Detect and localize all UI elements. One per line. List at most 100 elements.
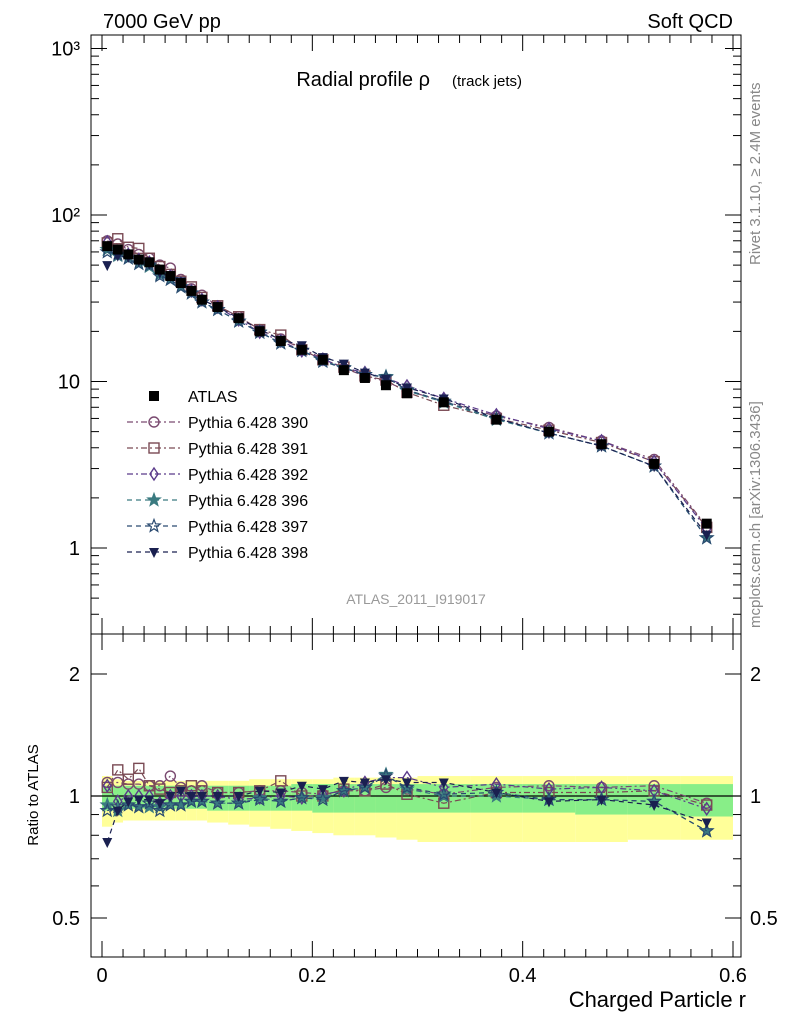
ratio-ytick-label-left: 2 <box>69 664 80 686</box>
mc-point <box>102 261 113 272</box>
legend-label: Pythia 6.428 390 <box>188 415 308 432</box>
ratio-series-line <box>106 777 707 810</box>
ratio-point <box>701 801 712 817</box>
ratio-point <box>275 775 287 787</box>
ratio-point <box>317 785 328 796</box>
legend-label: Pythia 6.428 398 <box>188 545 308 562</box>
main-ytick-label: 10 <box>58 372 80 394</box>
data-point <box>112 244 123 255</box>
data-point <box>296 344 307 355</box>
mc-point <box>380 374 391 385</box>
legend-marker <box>149 391 159 401</box>
data-point <box>233 313 244 324</box>
ratio-point <box>144 795 155 806</box>
side-text-top-group: Rivet 3.1.10, ≥ 2.4M events <box>747 83 764 266</box>
ratio-point <box>186 792 197 802</box>
legend-label: ATLAS <box>188 389 238 406</box>
ratio-point <box>251 791 268 807</box>
ratio-point <box>543 780 555 792</box>
ratio-point <box>701 799 713 811</box>
data-point <box>275 336 286 347</box>
data-point <box>317 354 328 365</box>
side-text-top: Rivet 3.1.10, ≥ 2.4M events <box>747 83 764 266</box>
ratio-point <box>438 778 449 789</box>
data-point <box>438 397 449 408</box>
ratio-point <box>154 799 165 810</box>
ratio-point <box>491 788 502 799</box>
data-point <box>102 241 113 252</box>
legend-label: Pythia 6.428 397 <box>188 519 308 536</box>
ratio-point <box>196 792 207 802</box>
ratio-series-line <box>106 767 707 806</box>
header-left: 7000 GeV pp <box>103 11 221 33</box>
legend-marker <box>149 466 159 482</box>
data-point <box>254 326 265 337</box>
ratio-y-axis-label: Ratio to ATLAS <box>25 744 42 845</box>
data-point <box>123 249 134 260</box>
ratio-ytick-label-left: 1 <box>69 786 80 808</box>
ratio-point <box>152 802 168 818</box>
legend-label: Pythia 6.428 396 <box>188 493 308 510</box>
data-point <box>543 426 554 437</box>
ratio-point <box>401 778 412 789</box>
ratio-point <box>99 802 116 818</box>
ratio-xtick-label: 0.6 <box>719 965 747 987</box>
legend-label: Pythia 6.428 392 <box>188 467 308 484</box>
ratio-point <box>357 779 373 795</box>
ratio-point <box>133 795 144 806</box>
ratio-point <box>254 786 265 797</box>
main-series-line <box>106 241 708 530</box>
data-point <box>701 518 712 529</box>
ratio-xtick-label: 0.4 <box>509 965 537 987</box>
chart-title: Radial profile ρ <box>296 69 430 91</box>
ratio-point <box>698 822 715 838</box>
data-point <box>196 294 207 305</box>
legend-marker <box>149 548 159 558</box>
ratio-point <box>112 764 124 776</box>
ratio-point <box>123 797 134 808</box>
data-point <box>649 458 660 469</box>
ratio-point <box>251 789 268 805</box>
ratio-ytick-label-left: 0.5 <box>52 908 80 930</box>
ratio-point <box>399 779 415 795</box>
mc-point <box>701 530 712 541</box>
mc-point <box>338 359 349 370</box>
ratio-point <box>596 795 607 806</box>
legend-marker <box>146 491 162 507</box>
ratio-point <box>435 785 452 801</box>
ratio-point <box>112 806 123 817</box>
ratio-point <box>130 798 147 814</box>
main-ytick-label: 1 <box>69 538 80 560</box>
ratio-ytick-label-right: 1 <box>750 786 761 808</box>
main-panel: 1 10 10² 10³ Radial profile ρ (track jets) ATL… <box>51 34 742 635</box>
ratio-series-line <box>107 775 707 832</box>
data-point <box>401 388 412 399</box>
data-point <box>338 365 349 376</box>
ratio-series-line <box>106 778 707 843</box>
data-point <box>175 278 186 289</box>
legend-marker <box>148 416 160 428</box>
ratio-point <box>209 794 226 810</box>
ratio-point <box>120 796 137 812</box>
data-point <box>165 271 176 282</box>
ratio-point <box>296 781 307 792</box>
data-point <box>491 414 502 425</box>
data-point <box>133 254 144 265</box>
ratio-point <box>194 793 210 808</box>
ratio-point <box>701 818 712 829</box>
ratio-point <box>173 796 189 812</box>
ratio-point <box>133 762 145 775</box>
data-point <box>212 302 223 313</box>
ratio-xtick-label: 0 <box>96 965 107 987</box>
ratio-point <box>275 788 286 799</box>
band-stat-bin <box>112 785 124 809</box>
main-ytick-label: 10² <box>51 205 80 227</box>
mc-point <box>112 233 124 245</box>
data-point <box>144 257 155 268</box>
ratio-xtick-label: 0.2 <box>298 965 326 987</box>
band-stat-bin <box>375 784 397 813</box>
data-point <box>380 380 391 391</box>
ratio-point <box>230 794 247 810</box>
ratio-point <box>649 801 660 812</box>
